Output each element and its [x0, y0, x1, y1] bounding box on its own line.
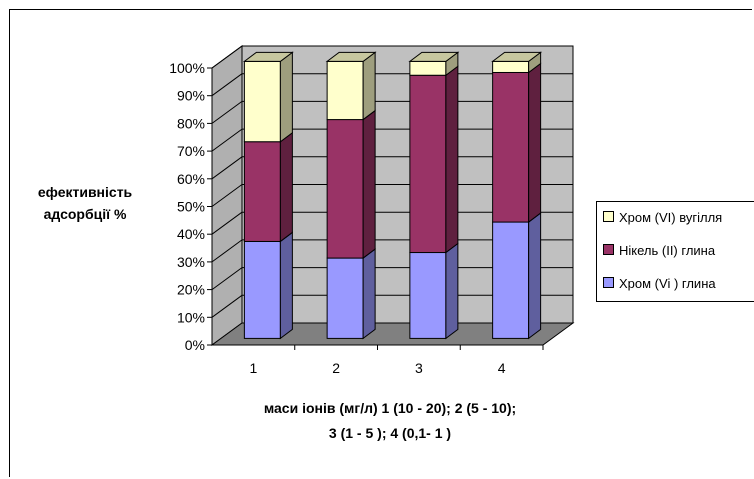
chart-frame: [9, 9, 752, 477]
gridline-side: [211, 128, 243, 152]
gridline-side: [211, 294, 243, 318]
gridline-side: [211, 184, 243, 207]
bar-segment-side: [279, 131, 293, 243]
bar-top: [325, 51, 377, 62]
x-tick-label: 2: [332, 360, 340, 376]
legend-swatch-chrome-coal: [603, 210, 614, 222]
y-tick-label: 40%: [177, 226, 205, 242]
bar-segment-side: [279, 231, 293, 340]
bar-segment-front: [492, 221, 530, 339]
bar-segment-front: [326, 60, 364, 121]
bar-segment-front: [243, 240, 281, 339]
y-tick-label: 10%: [177, 309, 205, 325]
y-axis-label: ефективність адсорбції %: [20, 181, 150, 225]
bar-segment-front: [409, 252, 447, 339]
legend-swatch-nickel-clay: [603, 243, 614, 255]
legend-item-chrome-coal: Хром (VI) вугілля: [603, 209, 722, 227]
x-axis-label-line-1: маси іонів (мг/л) 1 (10 - 20); 2 (5 - 10…: [263, 400, 517, 416]
y-tick-label: 50%: [177, 199, 205, 215]
bar-segment-front: [409, 74, 447, 254]
x-tick-label: 1: [249, 360, 257, 376]
legend-label-chrome-clay: Хром (Vi ) глина: [619, 276, 716, 292]
y-axis-label-line-1: ефективність: [37, 184, 133, 200]
x-tick-label: 4: [498, 360, 506, 376]
legend-item-chrome-clay: Хром (Vi ) глина: [603, 275, 716, 293]
bar-segment-front: [409, 60, 447, 76]
y-tick-label: 80%: [177, 115, 205, 131]
gridline-side: [211, 100, 243, 124]
bar-segment-side: [362, 51, 376, 121]
bar-top: [408, 51, 460, 62]
bar-segment-side: [445, 65, 459, 254]
y-tick-label: 0%: [185, 337, 205, 353]
legend-label-nickel-clay: Нікель (II) глина: [619, 243, 716, 259]
x-tick-label: 3: [415, 360, 423, 376]
y-tick-label: 100%: [169, 60, 205, 76]
bar-top: [491, 51, 543, 62]
bar-segment-side: [528, 212, 542, 340]
bar-segment-side: [528, 62, 542, 224]
y-tick-label: 70%: [177, 143, 205, 159]
gridline-side: [211, 45, 243, 69]
bar-top: [242, 51, 294, 62]
x-axis-label: маси іонів (мг/л) 1 (10 - 20); 2 (5 - 10…: [200, 396, 580, 446]
legend-swatch-chrome-clay: [603, 276, 614, 288]
gridline-side: [211, 239, 243, 263]
gridline-side: [211, 156, 243, 180]
legend-label-chrome-coal: Хром (VI) вугілля: [619, 210, 723, 226]
gridline-side: [211, 267, 243, 291]
y-axis-label-line-2: адсорбції %: [43, 206, 127, 222]
y-tick-label: 60%: [177, 171, 205, 187]
y-tick-label: 90%: [177, 88, 205, 104]
bar-segment-side: [445, 242, 459, 340]
bar-segment-front: [243, 60, 281, 143]
gridline-side: [211, 73, 243, 97]
gridline-side: [211, 211, 243, 235]
bar-segment-side: [362, 109, 376, 260]
bar-segment-side: [279, 51, 293, 143]
bar-segment-front: [326, 257, 364, 339]
bar-segment-front: [326, 119, 364, 259]
x-axis-label-line-2: 3 (1 - 5 ); 4 (0,1- 1 ): [328, 425, 452, 441]
y-tick-label: 20%: [177, 282, 205, 298]
bar-segment-side: [362, 248, 376, 340]
bar-segment-front: [243, 141, 281, 242]
bar-segment-front: [492, 60, 530, 73]
legend-item-nickel-clay: Нікель (II) глина: [603, 242, 715, 260]
legend: Хром (VI) вугілля Нікель (II) глина Хром…: [596, 201, 754, 302]
y-tick-label: 30%: [177, 254, 205, 270]
bar-segment-front: [492, 71, 530, 223]
